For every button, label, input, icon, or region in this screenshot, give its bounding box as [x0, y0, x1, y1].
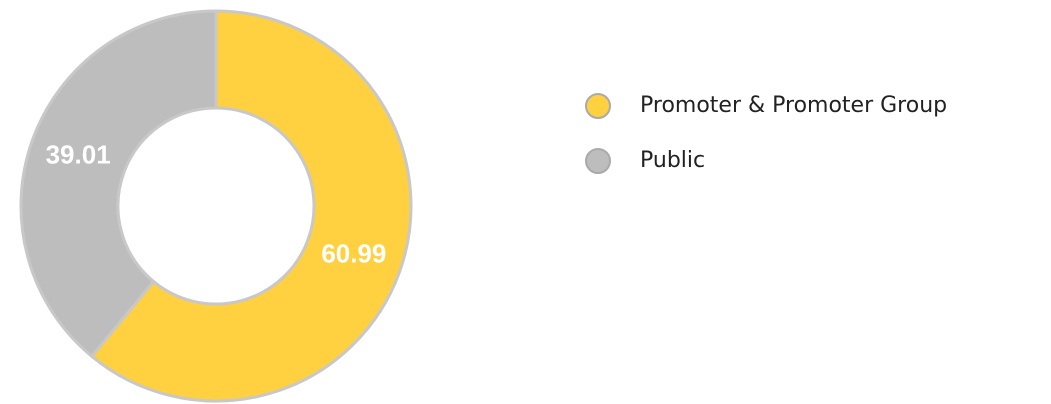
value-label: 39.01 — [46, 139, 111, 169]
legend-label: Promoter & Promoter Group — [640, 93, 947, 118]
legend-swatch — [585, 93, 611, 119]
donut-slice — [19, 9, 218, 359]
legend-label: Public — [640, 148, 705, 173]
donut-slice — [89, 9, 413, 403]
legend-swatch — [585, 148, 611, 174]
value-label: 60.99 — [321, 238, 386, 268]
